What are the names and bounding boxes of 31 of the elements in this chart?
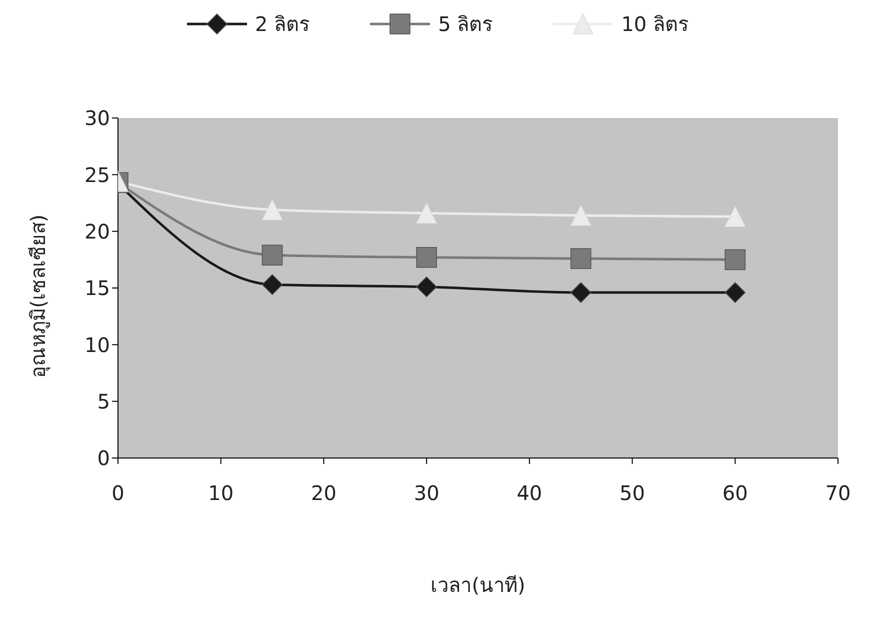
y-tick-label: 20 [84,219,110,244]
point [724,282,746,303]
y-tick-label: 15 [84,276,110,300]
point [416,202,437,224]
point [416,247,437,268]
y-tick-label: 0 [97,446,110,470]
y-tick-label: 25 [84,162,110,187]
x-tick-label: 50 [620,481,646,506]
x-tick-label: 30 [414,481,440,506]
y-tick-label: 10 [84,332,110,357]
point [724,249,746,270]
point [416,276,437,298]
x-tick-label: 20 [310,481,336,506]
x-tick-label: 10 [208,481,234,506]
point [570,248,592,269]
legend-label: 5 ลิตร [438,11,494,38]
y-tick-label: 5 [97,389,110,414]
legend-label: 10 ลิตร [621,11,689,38]
point [570,205,592,226]
y-tick-label: 30 [84,106,110,130]
x-axis-title: เวลา(นาที) [430,573,526,598]
point [570,282,592,303]
point [262,274,283,295]
point [262,199,283,220]
x-tick-label: 70 [825,481,851,506]
point [724,206,746,227]
point [262,244,283,266]
x-tick-label: 60 [722,481,748,506]
x-tick-label: 40 [516,481,542,506]
y-axis-title: อุณหภูมิ(เซลเซียส) [26,214,52,378]
legend-label: 2 ลิตร [255,11,310,38]
